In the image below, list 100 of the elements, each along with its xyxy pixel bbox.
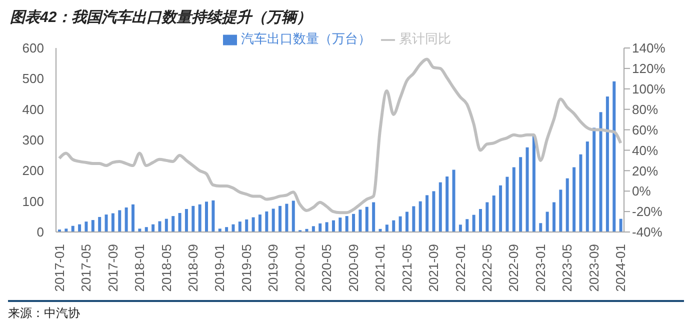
x-tick-label: 2020-09 — [346, 244, 361, 292]
bar — [178, 212, 182, 232]
bar — [446, 176, 449, 232]
bar — [552, 202, 556, 232]
bar — [158, 221, 162, 232]
bar — [506, 176, 509, 232]
x-tick-label: 2022-01 — [452, 244, 468, 292]
bar — [292, 200, 295, 232]
y2-tick-label: 120% — [632, 61, 666, 76]
bar — [118, 210, 122, 232]
y2-tick-label: -20% — [632, 204, 663, 220]
bar — [164, 218, 168, 232]
bar — [172, 216, 175, 232]
bar — [198, 204, 202, 232]
bar — [338, 218, 342, 232]
x-tick-label: 2017-09 — [105, 244, 120, 292]
bar — [546, 212, 549, 232]
x-tick-label: 2023-09 — [586, 244, 602, 292]
bar — [466, 219, 469, 232]
bar — [499, 185, 502, 232]
bar — [285, 204, 288, 232]
bar — [519, 157, 522, 232]
y2-tick-label: 60% — [632, 122, 658, 138]
bar — [572, 167, 576, 232]
bar — [192, 206, 195, 232]
bar — [272, 208, 275, 232]
bar — [232, 224, 235, 232]
bar — [526, 147, 529, 232]
bar — [612, 81, 616, 232]
y2-tick-label: -40% — [632, 224, 663, 240]
bar — [365, 206, 368, 232]
x-tick-label: 2021-01 — [372, 244, 388, 292]
bar — [405, 212, 408, 232]
legend-label: 累计同比 — [399, 31, 451, 46]
bar — [84, 222, 88, 232]
line-series — [58, 58, 622, 214]
x-tick-label: 2020-05 — [319, 244, 334, 292]
y-tick-label: 300 — [22, 132, 44, 148]
bar — [138, 228, 142, 232]
bar — [132, 204, 135, 232]
x-tick-label: 2017-01 — [52, 244, 67, 292]
bar — [252, 217, 255, 232]
bar — [472, 214, 476, 232]
bar — [452, 170, 456, 232]
x-tick-label: 2022-09 — [506, 244, 522, 292]
bar — [492, 196, 496, 232]
bar — [385, 224, 388, 232]
bar — [225, 227, 228, 232]
bar — [312, 226, 315, 232]
x-tick-label: 2018-05 — [158, 244, 174, 292]
y-tick-label: 600 — [22, 40, 44, 56]
bar — [124, 207, 128, 232]
bar — [144, 227, 148, 232]
bar — [258, 214, 262, 232]
bar — [245, 219, 248, 232]
bar — [205, 202, 208, 232]
bar — [579, 154, 582, 232]
x-tick-label: 2019-01 — [212, 244, 228, 292]
bar — [318, 223, 322, 232]
x-tick-label: 2024-01 — [613, 244, 628, 292]
bar — [332, 220, 335, 232]
bar — [619, 218, 622, 232]
y2-tick-label: 40% — [632, 142, 658, 158]
y2-tick-label: 80% — [632, 102, 658, 117]
bar — [412, 206, 416, 232]
chart-title: 图表42：我国汽车出口数量持续提升（万辆） — [9, 8, 313, 28]
y-tick-label: 500 — [22, 71, 44, 86]
bar — [478, 209, 482, 232]
bar — [218, 228, 222, 232]
y-tick-label: 200 — [22, 163, 44, 178]
bar — [532, 136, 536, 232]
bar — [438, 182, 442, 232]
x-tick-label: 2018-09 — [185, 244, 200, 292]
bar — [486, 202, 489, 232]
bar — [512, 167, 516, 232]
bar — [64, 228, 68, 232]
bar — [566, 178, 569, 232]
bar — [325, 222, 328, 232]
bar — [458, 224, 462, 232]
bar — [599, 112, 602, 232]
x-tick-label: 2018-01 — [132, 244, 148, 292]
bar — [559, 190, 562, 232]
x-tick-label: 2017-05 — [78, 244, 94, 292]
bar — [184, 209, 188, 232]
bar — [345, 216, 348, 232]
x-tick-label: 2021-05 — [399, 244, 414, 292]
bar — [98, 216, 102, 232]
x-tick-label: 2019-05 — [238, 244, 254, 292]
bar — [265, 211, 268, 232]
bar — [418, 201, 422, 232]
legend-label: 汽车出口数量（万台） — [241, 31, 371, 46]
x-tick-label: 2023-01 — [532, 244, 548, 292]
x-tick-label: 2023-05 — [560, 244, 575, 292]
y2-tick-label: 0% — [632, 184, 652, 199]
y-tick-label: 100 — [22, 194, 44, 209]
y2-tick-label: 20% — [632, 163, 658, 178]
bar — [238, 222, 242, 232]
y2-tick-label: 100% — [632, 82, 666, 97]
bar — [432, 191, 436, 232]
bar — [91, 220, 94, 232]
